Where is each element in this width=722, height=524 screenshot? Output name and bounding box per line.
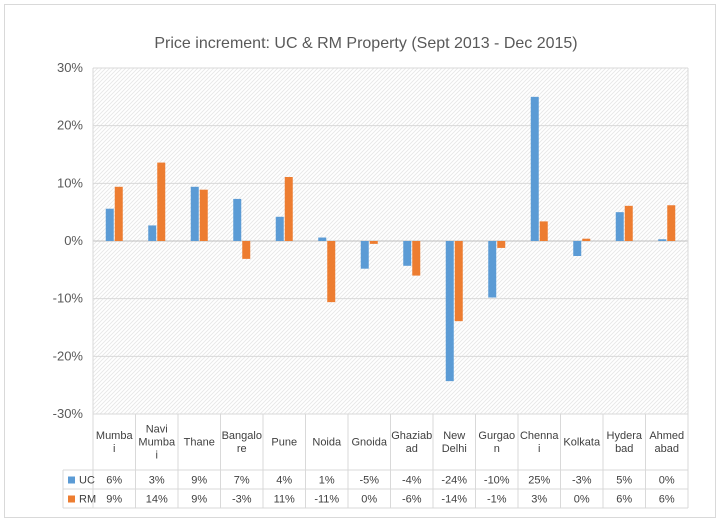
y-tick-label: 20% xyxy=(57,118,83,133)
y-tick-label: 30% xyxy=(57,60,83,75)
bar-rm xyxy=(157,162,166,241)
table-cell-uc: -10% xyxy=(484,475,510,487)
chart-frame: Price increment: UC & RM Property (Sept … xyxy=(4,4,716,518)
category-label: Hydera xyxy=(607,430,643,442)
bar-rm xyxy=(114,186,123,241)
table-cell-rm: 0% xyxy=(574,494,590,506)
bar-uc xyxy=(403,241,412,266)
legend-key-rm xyxy=(68,495,75,503)
bar-uc xyxy=(233,198,242,241)
category-label: Ghaziab xyxy=(391,430,432,442)
table-cell-uc: -24% xyxy=(441,475,467,487)
category-label: Kolkata xyxy=(563,437,601,449)
category-label: New xyxy=(443,430,465,442)
category-label: ad xyxy=(406,443,418,455)
table-cell-rm: 3% xyxy=(531,494,547,506)
category-label: Gnoida xyxy=(352,437,388,449)
bar-uc xyxy=(488,241,497,298)
table-cell-uc: 0% xyxy=(659,475,675,487)
bar-rm xyxy=(327,241,336,303)
bar-rm xyxy=(199,189,208,241)
table-cell-rm: 9% xyxy=(191,494,207,506)
table-cell-uc: 9% xyxy=(191,475,207,487)
bar-uc xyxy=(658,239,667,241)
category-label: Delhi xyxy=(442,443,467,455)
category-label: n xyxy=(494,443,500,455)
category-label: Pune xyxy=(271,437,297,449)
category-label: i xyxy=(113,443,115,455)
category-label: i xyxy=(538,443,540,455)
bars xyxy=(105,96,676,382)
bar-chart: Price increment: UC & RM Property (Sept … xyxy=(53,35,689,509)
table-cell-rm: -14% xyxy=(441,494,467,506)
bar-rm xyxy=(497,241,506,248)
category-label: Thane xyxy=(184,437,215,449)
chart-title: Price increment: UC & RM Property (Sept … xyxy=(154,35,577,52)
table-cell-uc: -4% xyxy=(402,475,422,487)
category-label: Mumba xyxy=(138,437,176,449)
bar-uc xyxy=(105,208,114,241)
bar-rm xyxy=(412,241,421,276)
table-cell-uc: -5% xyxy=(359,475,379,487)
bar-uc xyxy=(530,96,539,241)
bar-rm xyxy=(667,205,676,241)
table-cell-rm: -1% xyxy=(487,494,507,506)
bar-uc xyxy=(275,216,284,241)
bar-uc xyxy=(318,237,327,241)
y-axis-tick-labels: 30% 20% 10% 0% -10% -20% -30% xyxy=(53,60,84,421)
table-cell-uc: 3% xyxy=(149,475,165,487)
category-label: bad xyxy=(615,443,633,455)
bar-rm xyxy=(284,176,293,241)
bar-uc xyxy=(445,241,454,382)
table-cell-uc: 5% xyxy=(616,475,632,487)
category-label: Chenna xyxy=(520,430,559,442)
bar-rm xyxy=(369,241,378,244)
category-label: Noida xyxy=(312,437,342,449)
legend-key-uc xyxy=(68,476,75,484)
table-cell-rm: 9% xyxy=(106,494,122,506)
table-cell-uc: 7% xyxy=(234,475,250,487)
bar-rm xyxy=(624,205,633,241)
y-tick-label: -20% xyxy=(53,348,84,363)
table-cell-rm: -6% xyxy=(402,494,422,506)
category-label: i xyxy=(156,450,158,462)
bar-rm xyxy=(454,241,463,322)
bar-uc xyxy=(148,225,157,241)
table-cell-rm: 6% xyxy=(616,494,632,506)
y-tick-label: 0% xyxy=(64,233,83,248)
y-tick-label: 10% xyxy=(57,175,83,190)
bar-uc xyxy=(573,241,582,256)
table-cell-rm: 0% xyxy=(361,494,377,506)
legend-label-uc: UC xyxy=(79,475,95,487)
table-cell-rm: 11% xyxy=(274,494,295,506)
table-cell-uc: 6% xyxy=(106,475,122,487)
y-tick-label: -30% xyxy=(53,406,84,421)
category-label: Navi xyxy=(146,424,168,436)
category-label: Bangalo xyxy=(222,430,262,442)
table-cell-rm: 14% xyxy=(146,494,168,506)
table-cell-rm: 6% xyxy=(659,494,675,506)
bar-uc xyxy=(190,186,199,241)
category-label: Ahmed xyxy=(649,430,684,442)
table-cell-uc: 25% xyxy=(528,475,550,487)
table-cell-uc: 1% xyxy=(319,475,335,487)
bar-uc xyxy=(615,212,624,241)
category-label: abad xyxy=(655,443,679,455)
bar-rm xyxy=(582,238,591,241)
bar-uc xyxy=(360,241,369,269)
y-tick-label: -10% xyxy=(53,291,84,306)
table-cell-rm: -3% xyxy=(232,494,252,506)
table-cell-uc: -3% xyxy=(572,475,592,487)
bar-rm xyxy=(242,241,251,259)
category-label: Gurgao xyxy=(478,430,515,442)
bar-rm xyxy=(539,221,548,241)
category-label: re xyxy=(237,443,247,455)
table-cell-rm: -11% xyxy=(314,494,339,506)
legend-label-rm: RM xyxy=(79,494,96,506)
table-cell-uc: 4% xyxy=(276,475,292,487)
category-label: Mumba xyxy=(96,430,134,442)
